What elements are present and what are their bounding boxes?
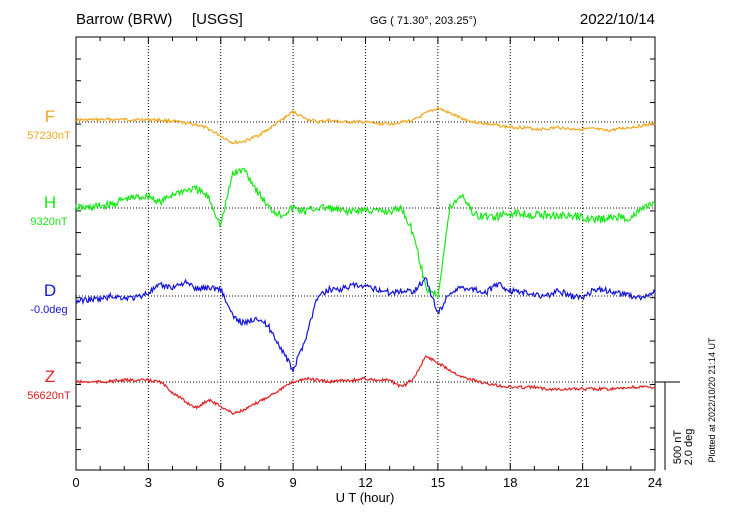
- grid: [147, 37, 584, 470]
- station-title: Barrow (BRW): [76, 11, 172, 28]
- x-tick-label-24: 24: [648, 475, 662, 490]
- series-name-D: D: [44, 281, 56, 300]
- x-tick-label-9: 9: [290, 475, 297, 490]
- x-tick-label-21: 21: [575, 475, 589, 490]
- x-axis-label: U T (hour): [336, 490, 395, 505]
- institute-label: [USGS]: [192, 11, 243, 28]
- series-baseline-value-H: 9320nT: [30, 216, 68, 228]
- series-name-Z: Z: [45, 367, 55, 386]
- series-lines: [75, 106, 656, 416]
- series-line-Z: [75, 355, 656, 416]
- x-tick-label-3: 3: [145, 475, 152, 490]
- x-tick-label-15: 15: [431, 475, 445, 490]
- series-baseline-value-F: 57230nT: [27, 130, 71, 142]
- x-tick-labels: 0 3 6 9 12 15 18 21 24: [72, 475, 662, 490]
- series-line-F: [75, 106, 656, 145]
- x-tick-label-12: 12: [358, 475, 372, 490]
- scale-bar-deg-label: 2.0 deg: [683, 429, 695, 466]
- series-baseline-value-D: -0.0deg: [30, 304, 67, 316]
- x-tick-label-6: 6: [217, 475, 224, 490]
- x-tick-label-18: 18: [503, 475, 517, 490]
- plotted-at-note: Plotted at 2022/10/20 21:14 UT: [707, 337, 717, 463]
- date-label: 2022/10/14: [580, 11, 655, 28]
- series-labels: F 57230nT H 9320nT D -0.0deg Z 56620nT: [27, 107, 71, 402]
- scale-bar-nt-label: 500 nT: [672, 430, 684, 465]
- series-baseline-value-Z: 56620nT: [27, 390, 71, 402]
- coordinates-label: GG ( 71.30°, 203.25°): [370, 15, 477, 27]
- series-line-H: [75, 167, 656, 300]
- scale-bar: 500 nT 2.0 deg: [655, 381, 695, 470]
- series-line-D: [75, 277, 656, 373]
- series-name-F: F: [45, 107, 55, 126]
- axis-ticks: [75, 37, 656, 470]
- x-tick-label-0: 0: [72, 475, 79, 490]
- series-name-H: H: [44, 193, 56, 212]
